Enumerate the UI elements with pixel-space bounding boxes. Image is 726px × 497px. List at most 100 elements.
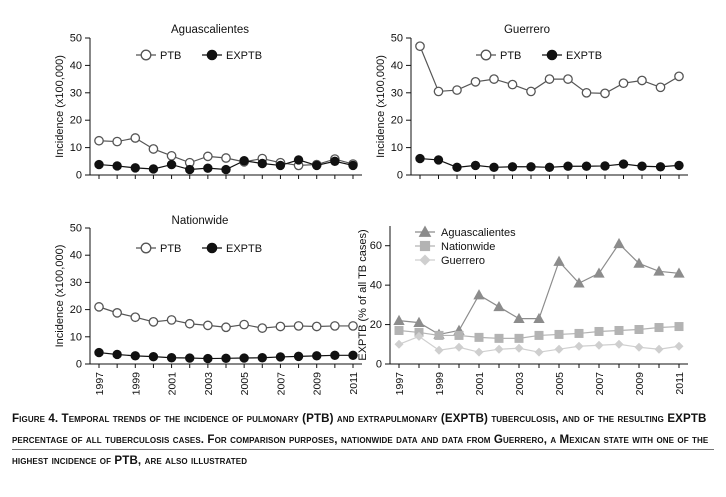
y-tick-label: 30 — [70, 277, 82, 289]
legend-label-ptb: PTB — [160, 243, 181, 255]
point-guerrero — [674, 341, 684, 351]
y-tick-label: 0 — [76, 359, 82, 371]
legend-marker-guerrero — [419, 254, 431, 266]
point-guerrero — [494, 344, 504, 354]
point-nationwide — [654, 323, 664, 333]
point-exptb — [293, 155, 304, 165]
point-ptb — [130, 133, 141, 143]
point-aguascalientes — [613, 237, 625, 249]
legend-marker-ptb — [140, 242, 152, 254]
point-exptb — [330, 156, 340, 167]
legend-label-ptb: PTB — [500, 50, 521, 62]
x-tick-label: 1999 — [434, 372, 446, 396]
y-tick-label: 30 — [70, 87, 82, 99]
point-exptb — [275, 160, 286, 171]
point-exptb — [221, 353, 231, 363]
y-tick-label: 0 — [397, 170, 403, 182]
point-exptb — [221, 164, 231, 175]
y-tick-label: 20 — [370, 319, 382, 331]
point-aguascalientes — [573, 277, 585, 288]
point-aguascalientes — [493, 300, 505, 312]
y-tick-label: 40 — [70, 250, 82, 262]
point-ptb — [637, 75, 647, 86]
point-exptb — [130, 351, 140, 361]
legend-label-ptb: PTB — [160, 50, 181, 62]
point-nationwide — [474, 332, 484, 342]
point-ptb — [221, 322, 231, 333]
point-exptb — [674, 160, 684, 171]
point-exptb — [544, 162, 555, 173]
point-exptb — [330, 350, 340, 360]
point-aguascalientes — [473, 289, 485, 300]
y-tick-label: 50 — [70, 223, 82, 235]
point-exptb — [203, 353, 213, 364]
point-ptb — [507, 79, 518, 90]
point-ptb — [94, 302, 104, 312]
point-ptb — [415, 41, 425, 52]
figure-charts: 0 10 20 30 40 50 Incidence (x100,000) Aguascali… — [54, 24, 688, 396]
point-ptb — [563, 74, 573, 84]
point-aguascalientes — [533, 312, 545, 323]
point-aguascalientes — [653, 265, 665, 276]
legend-marker-ptb — [480, 49, 492, 61]
point-guerrero — [534, 347, 544, 357]
point-exptb — [239, 353, 249, 363]
caption-label: Figure 4. — [12, 412, 59, 425]
point-exptb — [507, 162, 518, 172]
point-aguascalientes — [553, 255, 565, 266]
point-nationwide — [514, 333, 524, 343]
x-tick-label: 2001 — [167, 372, 179, 396]
point-guerrero — [634, 342, 644, 352]
chart-guerrero: 0 10 20 30 40 50 Incidence (x100,000) Guerrero P… — [375, 24, 688, 182]
point-aguascalientes — [393, 314, 405, 325]
y-tick-label: 40 — [370, 280, 382, 292]
y-tick-label: 20 — [391, 115, 403, 127]
x-tick-label: 1999 — [130, 372, 142, 396]
chart-aguascalientes: 0 10 20 30 40 50 Incidence (x100,000) Aguascali… — [54, 24, 362, 182]
point-guerrero — [554, 344, 564, 354]
y-axis-label: Incidence (x100,000) — [54, 55, 66, 158]
y-axis-label: Incidence (x100,000) — [54, 245, 66, 348]
x-tick-label: 2011 — [348, 372, 360, 395]
point-aguascalientes — [513, 312, 525, 323]
point-exptb — [433, 155, 444, 165]
point-ptb — [221, 153, 231, 163]
y-tick-label: 30 — [391, 87, 403, 99]
point-guerrero — [614, 339, 624, 349]
point-ptb — [600, 88, 610, 99]
point-nationwide — [614, 325, 624, 335]
point-exptb — [655, 162, 666, 172]
point-exptb — [489, 162, 499, 173]
point-exptb — [166, 353, 177, 363]
point-exptb — [112, 161, 122, 171]
point-ptb — [526, 86, 536, 97]
y-tick-label: 10 — [391, 142, 403, 154]
point-ptb — [293, 321, 304, 331]
point-ptb — [166, 315, 177, 325]
point-exptb — [618, 159, 629, 169]
point-exptb — [166, 159, 177, 170]
x-tick-label: 2009 — [312, 372, 324, 396]
point-aguascalientes — [633, 257, 645, 268]
point-ptb — [674, 71, 684, 82]
point-ptb — [489, 74, 499, 84]
point-ptb — [130, 312, 141, 323]
point-exptb — [470, 160, 481, 171]
x-tick-label: 1997 — [394, 372, 406, 396]
point-nationwide — [494, 333, 504, 343]
point-ptb — [544, 74, 555, 84]
point-ptb — [148, 316, 159, 327]
point-aguascalientes — [673, 267, 685, 278]
point-exptb — [526, 162, 536, 172]
y-tick-label: 40 — [391, 60, 403, 72]
legend-marker-exptb — [206, 49, 218, 61]
point-exptb — [293, 351, 304, 362]
point-nationwide — [394, 325, 404, 335]
x-tick-label: 2005 — [554, 372, 566, 396]
point-exptb — [581, 161, 592, 171]
point-exptb — [94, 347, 104, 358]
chart-nationwide: 0 10 20 30 40 50 1997 1999 2001 2003 2005 2007 2009 2… — [54, 215, 362, 395]
x-tick-label: 2005 — [239, 372, 251, 396]
point-guerrero — [414, 331, 424, 341]
legend-label-nationwide: Nationwide — [441, 241, 495, 253]
